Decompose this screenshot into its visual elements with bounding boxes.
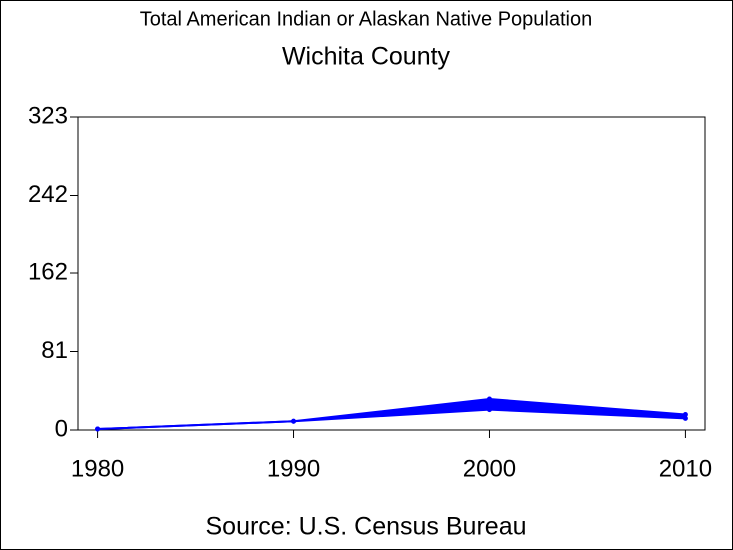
range-band xyxy=(97,398,686,430)
x-tick-label: 1980 xyxy=(71,455,124,482)
point xyxy=(95,426,101,432)
point xyxy=(486,407,492,413)
y-tick-label: 242 xyxy=(28,181,68,208)
y-tick-label: 0 xyxy=(55,415,68,442)
point xyxy=(682,415,688,421)
x-tick-label: 2010 xyxy=(659,455,712,482)
series-line xyxy=(97,397,686,431)
point xyxy=(291,418,297,424)
chart-subtitle: Wichita County xyxy=(282,43,451,71)
x-tick-label: 1990 xyxy=(267,455,320,482)
chart-title: Total American Indian or Alaskan Native … xyxy=(140,8,593,30)
point xyxy=(486,396,492,402)
y-tick-label: 162 xyxy=(28,258,68,285)
y-tick-label: 81 xyxy=(41,337,68,364)
point xyxy=(682,411,688,417)
x-tick-label: 2000 xyxy=(463,455,516,482)
y-tick-label: 323 xyxy=(28,102,68,129)
source-note: Source: U.S. Census Bureau xyxy=(206,513,527,541)
